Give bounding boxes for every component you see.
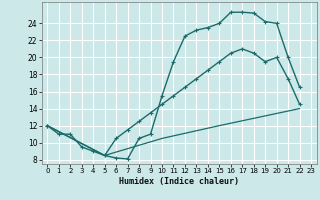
X-axis label: Humidex (Indice chaleur): Humidex (Indice chaleur) <box>119 177 239 186</box>
